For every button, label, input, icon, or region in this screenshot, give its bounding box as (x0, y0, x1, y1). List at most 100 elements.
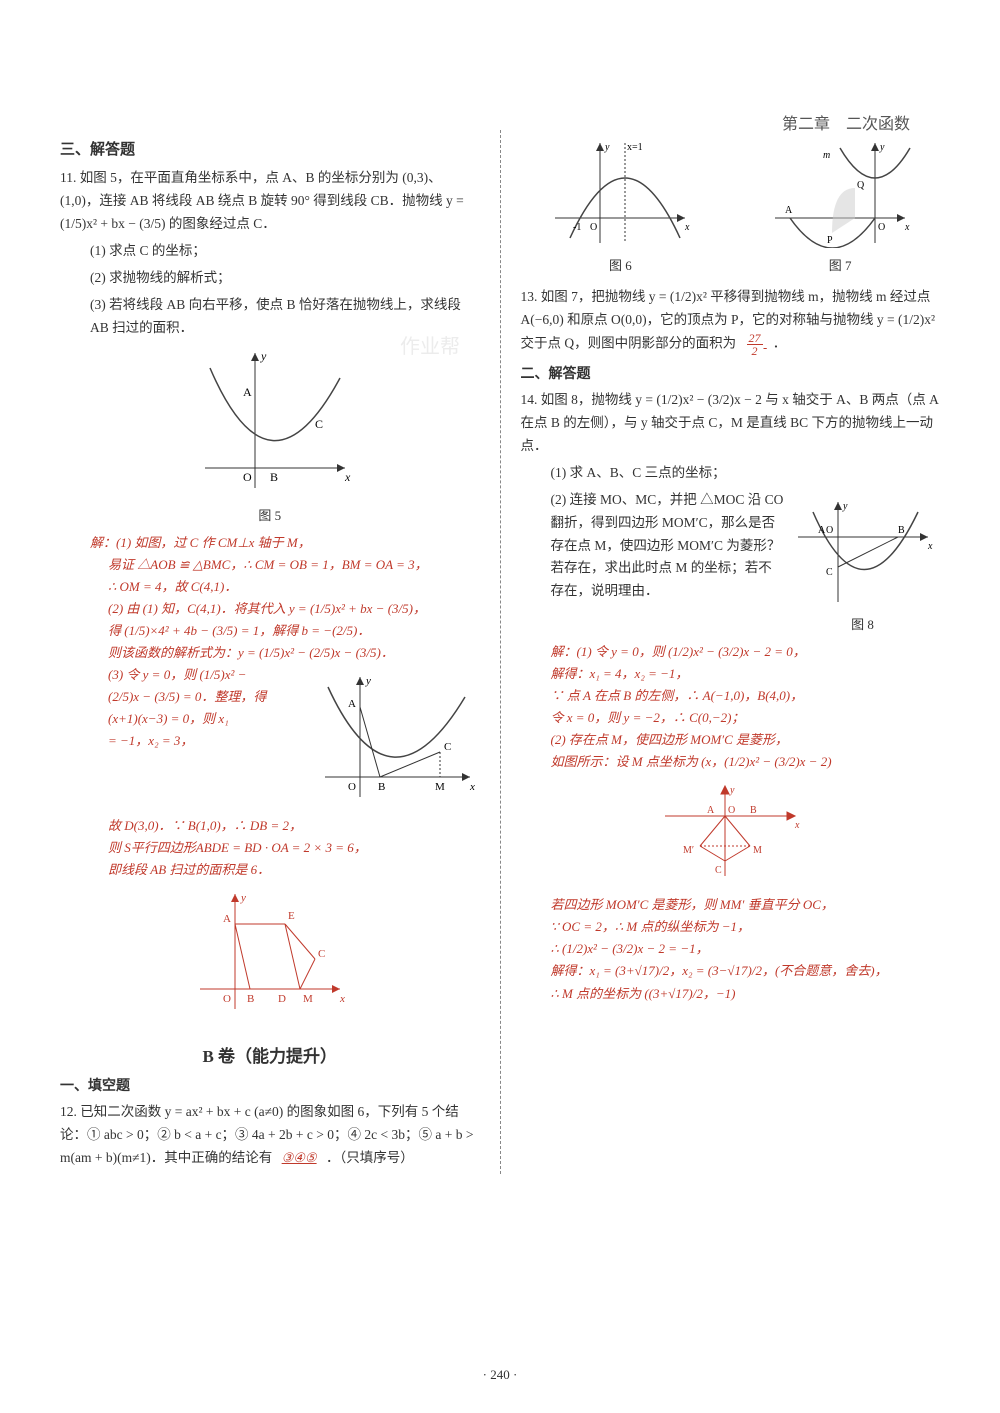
svg-text:y: y (604, 142, 610, 153)
q11-num: 11. (60, 170, 76, 185)
figure-5: A B C O x y 图 5 (60, 348, 480, 524)
fig8b-svg: A B C M M′ O x y (655, 781, 805, 881)
sol11-l5: 得 (1/5)×4² + 4b − (3/5) = 1，解得 b = −(2/5… (60, 620, 480, 642)
svg-text:A: A (243, 385, 252, 399)
svg-text:O: O (243, 470, 252, 484)
q14-p1: (1) 求 A、B、C 三点的坐标； (521, 462, 941, 485)
svg-text:-1: -1 (573, 222, 581, 233)
svg-text:B: B (750, 805, 757, 816)
q13-num: 13. (521, 289, 538, 304)
svg-text:x: x (344, 470, 351, 484)
figure-7: m A P Q O x y 图 7 (765, 138, 915, 274)
q14-body: 如图 8，抛物线 y = (1/2)x² − (3/2)x − 2 与 x 轴交… (521, 392, 939, 453)
svg-text:x: x (794, 820, 800, 831)
svg-text:B: B (270, 470, 278, 484)
svg-text:x: x (339, 993, 345, 1005)
q13-tail: ． (773, 335, 787, 350)
svg-text:y: y (240, 892, 246, 904)
fig5-svg: A B C O x y (185, 348, 355, 498)
sol14-l11: ∴ M 点的坐标为 ((3+√17)/2，−1) (521, 983, 941, 1005)
svg-text:O: O (728, 805, 735, 816)
section-3-title: 三、解答题 (60, 138, 480, 159)
sol14-l1: 解：(1) 令 y = 0，则 (1/2)x² − (3/2)x − 2 = 0… (521, 641, 941, 663)
column-divider (500, 130, 501, 1174)
fig5c-svg: A B C D E M O x y (190, 889, 350, 1019)
svg-text:O: O (348, 781, 356, 793)
sol11-l11: 故 D(3,0)．∵ B(1,0)，∴ DB = 2， (60, 815, 480, 837)
fig8-label: 图 8 (785, 614, 940, 633)
page-number: · 240 · (483, 1367, 518, 1383)
q11-p2: (2) 求抛物线的解析式； (60, 267, 480, 290)
q11-p3: (3) 若将线段 AB 向右平移，使点 B 恰好落在抛物线上，求线段 AB 扫过… (60, 294, 480, 340)
svg-text:C: C (715, 865, 722, 876)
svg-text:B: B (247, 993, 254, 1005)
svg-text:O: O (223, 993, 231, 1005)
svg-text:B: B (898, 525, 905, 536)
left-column: 三、解答题 11. 如图 5，在平面直角坐标系中，点 A、B 的坐标分别为 (0… (60, 130, 480, 1174)
q11-p1: (1) 求点 C 的坐标； (60, 240, 480, 263)
sol11-l13: 即线段 AB 扫过的面积是 6． (60, 859, 480, 881)
svg-text:E: E (288, 910, 295, 922)
svg-text:x: x (684, 222, 690, 233)
fill-title: 一、填空题 (60, 1075, 480, 1095)
svg-text:A: A (348, 698, 356, 710)
q12-num: 12. (60, 1104, 77, 1119)
svg-text:C: C (315, 417, 323, 431)
figure-8: A B C O x y 图 8 (785, 497, 940, 633)
right-column: x=1 -1 O x y 图 6 m A (521, 130, 941, 1174)
q11: 11. 如图 5，在平面直角坐标系中，点 A、B 的坐标分别为 (0,3)、(1… (60, 167, 480, 236)
svg-text:M: M (435, 781, 445, 793)
figure-5b: A B C M O x y (310, 672, 480, 807)
sol14-l4: 令 x = 0，则 y = −2，∴ C(0,−2)； (521, 707, 941, 729)
svg-text:A: A (818, 525, 826, 536)
svg-text:y: y (729, 785, 735, 796)
svg-text:x=1: x=1 (627, 142, 643, 153)
sol11-l6: 则该函数的解析式为：y = (1/5)x² − (2/5)x − (3/5)． (60, 642, 480, 664)
svg-text:M: M (303, 993, 313, 1005)
q12: 12. 已知二次函数 y = ax² + bx + c (a≠0) 的图象如图 … (60, 1101, 480, 1170)
svg-text:A: A (785, 205, 793, 216)
q12-answer: ③④⑤ (276, 1150, 323, 1165)
svg-text:D: D (278, 993, 286, 1005)
sol14-l3: ∵ 点 A 在点 B 的左侧，∴ A(−1,0)，B(4,0)， (521, 685, 941, 707)
sol11-l12: 则 S平行四边形ABDE = BD · OA = 2 × 3 = 6， (60, 837, 480, 859)
svg-text:C: C (318, 948, 325, 960)
fig6-svg: x=1 -1 O x y (545, 138, 695, 248)
svg-text:y: y (260, 349, 267, 363)
svg-text:O: O (878, 222, 885, 233)
svg-text:x: x (469, 781, 475, 793)
sol11-l1: 解：(1) 如图，过 C 作 CM⊥x 轴于 M， (60, 532, 480, 554)
sol14-l5: (2) 存在点 M，使四边形 MOM′C 是菱形， (521, 729, 941, 751)
q13-body: 如图 7，把抛物线 y = (1/2)x² 平移得到抛物线 m，抛物线 m 经过… (521, 289, 936, 350)
svg-text:C: C (826, 567, 833, 578)
svg-text:y: y (842, 501, 848, 512)
q14: 14. 如图 8，抛物线 y = (1/2)x² − (3/2)x − 2 与 … (521, 389, 941, 458)
svg-text:A: A (707, 805, 715, 816)
fig7-label: 图 7 (765, 255, 915, 274)
section-2-title: 二、解答题 (521, 363, 941, 383)
sol11-l4: (2) 由 (1) 知，C(4,1)．将其代入 y = (1/5)x² + bx… (60, 598, 480, 620)
figure-6: x=1 -1 O x y 图 6 (545, 138, 695, 274)
fig8-svg: A B C O x y (788, 497, 938, 607)
svg-text:O: O (826, 525, 833, 536)
svg-text:M: M (753, 845, 762, 856)
q14-num: 14. (521, 392, 538, 407)
svg-text:x: x (904, 222, 910, 233)
sol14-l8: ∵ OC = 2，∴ M 点的纵坐标为 −1， (521, 916, 941, 938)
svg-text:Q: Q (857, 180, 865, 191)
b-card-title: B 卷（能力提升） (60, 1042, 480, 1067)
svg-text:B: B (378, 781, 385, 793)
svg-text:M′: M′ (683, 845, 694, 856)
q13: 13. 如图 7，把抛物线 y = (1/2)x² 平移得到抛物线 m，抛物线 … (521, 286, 941, 357)
svg-text:A: A (223, 913, 231, 925)
sol11-l2: 易证 △AOB ≌ △BMC，∴ CM = OB = 1，BM = OA = 3… (60, 554, 480, 576)
fig6-label: 图 6 (545, 255, 695, 274)
sol11-l3: ∴ OM = 4，故 C(4,1)． (60, 576, 480, 598)
sol14-l10: 解得：x₁ = (3+√17)/2，x₂ = (3−√17)/2，(不合题意，舍… (521, 960, 941, 982)
sol14-l7: 若四边形 MOM′C 是菱形，则 MM′ 垂直平分 OC， (521, 894, 941, 916)
fig5-label: 图 5 (60, 505, 480, 524)
svg-text:y: y (365, 675, 371, 687)
q11-body: 如图 5，在平面直角坐标系中，点 A、B 的坐标分别为 (0,3)、(1,0)，… (60, 170, 464, 231)
q13-answer: 272 (740, 335, 773, 350)
fig7-svg: m A P Q O x y (765, 138, 915, 248)
